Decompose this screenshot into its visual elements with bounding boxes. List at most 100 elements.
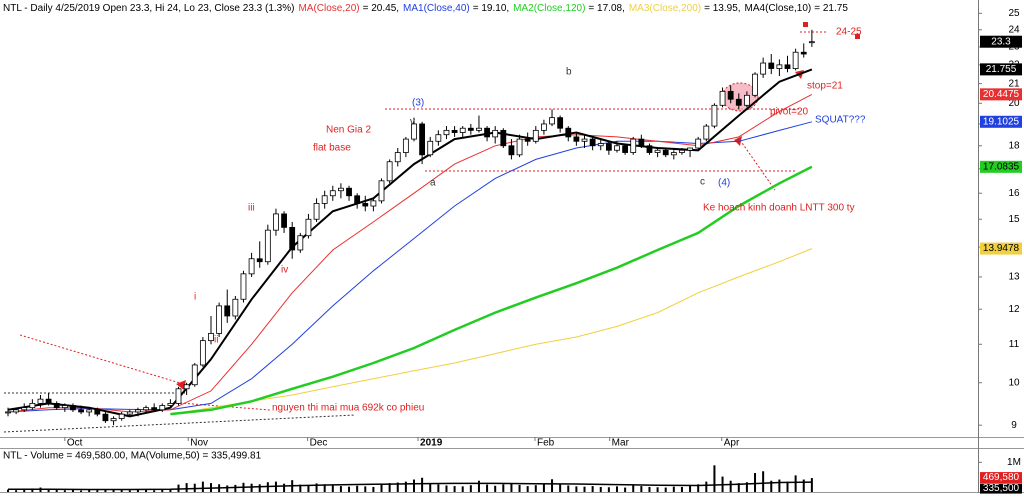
x-tick-label: Feb [537,438,555,449]
candle-body [53,402,60,409]
candle-body [670,152,677,156]
volume-bar [356,485,359,492]
volume-bar [315,483,318,492]
volume-bar [648,486,651,492]
candle-body [687,147,693,151]
trend-line [3,414,356,433]
annotation: pivot=20 [770,107,809,118]
candle-body [541,123,547,131]
annotation: Nen Gia 2 [326,125,371,136]
annotation: v [410,117,415,128]
candle-body [760,62,767,75]
annotation: (4) [718,178,730,189]
volume-bar [145,489,148,492]
volume-bar [583,486,586,492]
candle-body [516,138,523,156]
candle-body [654,149,661,153]
volume-bar [429,483,432,492]
volume-bar [71,489,74,492]
volume-bar [153,490,156,492]
volume-bar [112,489,115,492]
candle-body [402,138,409,153]
volume-bar [185,483,188,492]
legend-name: MA1(Close,40) [403,3,470,14]
candle-body [727,90,734,100]
candle-body [167,402,174,406]
annotation: SQUAT??? [815,115,866,126]
candle-body [411,123,417,140]
candle-body [232,298,239,317]
candle-body [427,140,434,156]
volume-bar [494,485,497,492]
candle-body [378,180,385,202]
candle-body [451,129,458,133]
candle-body [13,409,20,413]
volume-bar [745,482,748,492]
x-tick-label: Nov [190,438,208,449]
candle-body [240,273,247,300]
y-tick-label: 9 [1011,420,1017,431]
candle-body [532,129,539,142]
candle-body [126,411,133,415]
volume-bar [664,487,667,492]
volume-bar [283,483,286,492]
volume-bar [437,484,440,492]
annotation: ii [214,335,218,346]
volume-bar [591,486,594,492]
candle-body [208,333,214,342]
volume-bar [6,489,9,492]
candle-body [248,258,255,275]
candle-body [45,398,52,404]
candle-body [768,62,775,69]
candle-body [630,138,637,153]
volume-bar [299,484,302,492]
annotation: i [194,292,196,303]
volume-bar [754,473,757,492]
y-tick-label: 10 [1008,377,1020,388]
candle-body [565,127,572,138]
volume-bar [794,475,797,492]
candle-body [492,129,499,138]
volume-bar [80,490,83,492]
candle-body [484,127,490,138]
volume-bar [331,485,334,492]
candle-body [321,195,328,204]
annotation: Ke hoach kinh doanh LNTT 300 ty [703,203,855,214]
candle-body [61,405,68,409]
legend-value: = 19.10, [473,3,509,14]
candle-body [305,218,312,237]
header-title: NTL - Daily 4/25/2019 Open 23.3, Hi 24, … [3,3,294,14]
volume-bar [632,485,635,492]
candle-body [459,127,466,133]
volume-bar [656,487,659,492]
volume-bar [786,481,789,492]
volume-bar [762,471,765,492]
ma-tag [980,63,1022,76]
volume-bar [96,490,99,492]
volume-bar [575,486,578,492]
annotation: (3) [412,98,424,109]
volume-bar [258,484,261,492]
annotation: iii [248,203,255,214]
candle-body [281,213,287,228]
candle-body [264,229,271,263]
volume-tag [980,472,1022,484]
candle-body [549,117,555,125]
candle-body [524,138,531,142]
candle-body [622,145,629,153]
volume-bar [88,489,91,492]
y-tick-label: 16 [1008,188,1020,199]
candle-body [94,409,101,415]
ma-tag-label: 19.1025 [983,116,1020,127]
candle-body [476,127,482,131]
candle-body [199,340,206,366]
candle-body [313,203,320,220]
candle-body [419,123,426,156]
volume-bar [672,486,675,492]
candle-body [573,136,580,142]
candle-body [605,143,612,151]
candle-body [289,226,296,251]
